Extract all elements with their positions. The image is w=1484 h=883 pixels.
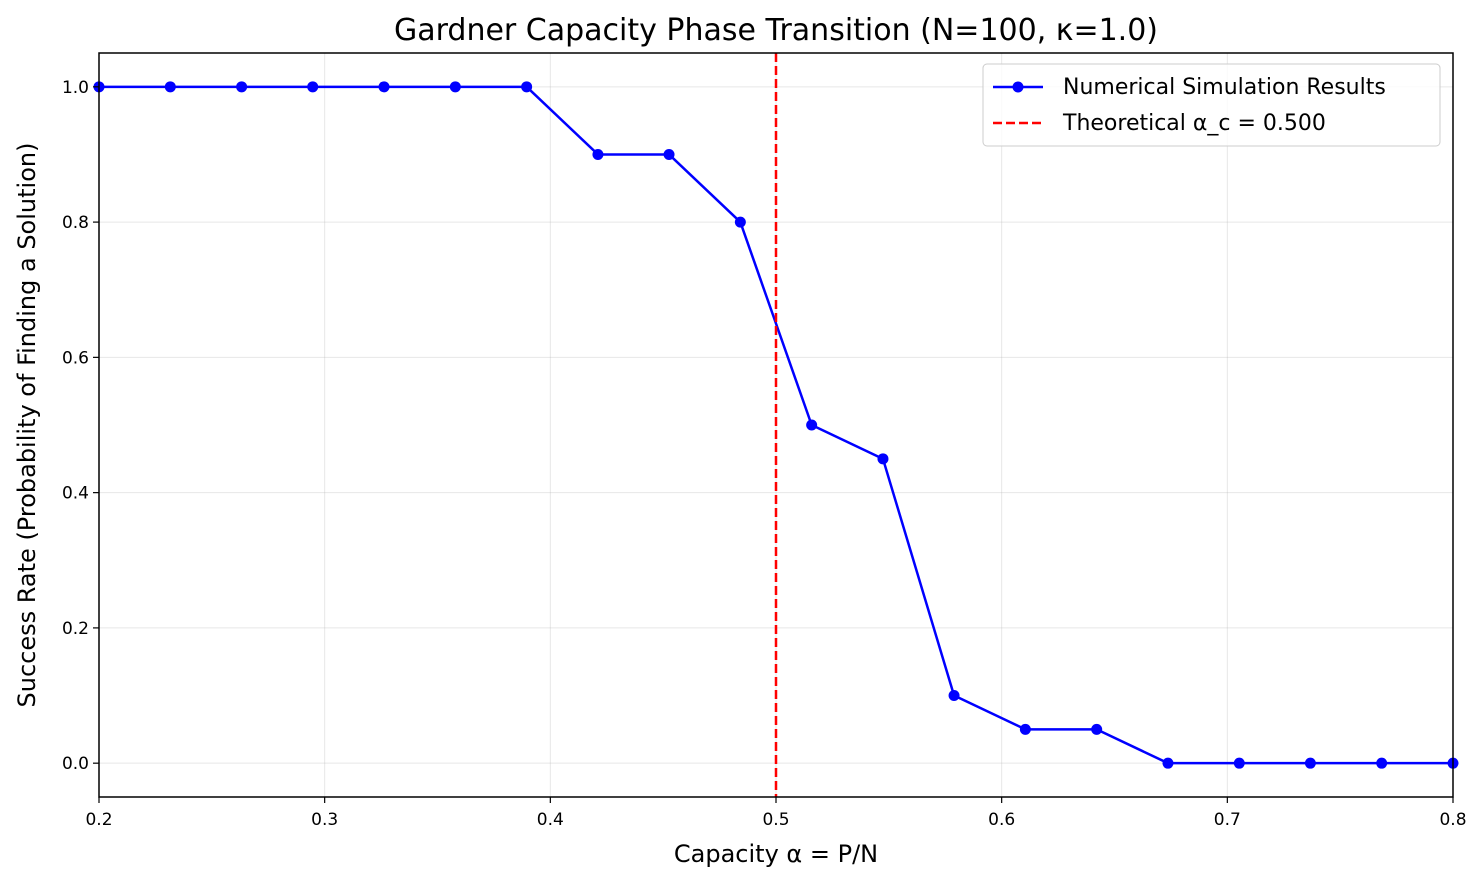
data-point — [236, 81, 248, 93]
data-point — [1376, 757, 1388, 769]
series-layer — [93, 53, 1459, 797]
data-point — [1091, 723, 1103, 735]
y-tick-label: 0.4 — [62, 484, 89, 504]
data-point — [734, 216, 746, 228]
y-tick-label: 0.2 — [62, 619, 89, 639]
x-tick-label: 0.4 — [537, 810, 564, 830]
data-point — [378, 81, 390, 93]
y-tick-label: 1.0 — [62, 78, 89, 98]
x-tick-label: 0.2 — [85, 810, 112, 830]
series-line — [99, 85, 1453, 765]
data-point — [1019, 723, 1031, 735]
x-tick-label: 0.3 — [311, 810, 338, 830]
x-tick-label: 0.5 — [762, 810, 789, 830]
legend-marker-simulation — [1012, 81, 1024, 93]
chart-title: Gardner Capacity Phase Transition (N=100… — [394, 13, 1158, 48]
data-point — [449, 81, 461, 93]
y-axis-ticks: 0.0 0.2 0.4 0.6 0.8 1.0 — [62, 78, 99, 774]
data-point — [592, 148, 604, 160]
x-tick-label: 0.8 — [1439, 810, 1466, 830]
data-point — [1162, 757, 1174, 769]
data-point — [948, 690, 960, 702]
legend-label-theoretical: Theoretical α_c = 0.500 — [1062, 111, 1326, 136]
data-point — [877, 453, 889, 465]
data-point — [806, 419, 818, 431]
legend-label-simulation: Numerical Simulation Results — [1063, 75, 1386, 100]
data-point — [1304, 757, 1316, 769]
x-tick-label: 0.7 — [1214, 810, 1241, 830]
data-point — [1233, 757, 1245, 769]
y-tick-label: 0.6 — [62, 348, 89, 368]
legend-box — [982, 63, 1441, 147]
x-tick-label: 0.6 — [988, 810, 1015, 830]
data-point — [307, 81, 319, 93]
x-axis-label: Capacity α = P/N — [674, 840, 878, 868]
data-point — [663, 148, 675, 160]
y-axis-label: Success Rate (Probability of Finding a S… — [13, 143, 41, 708]
data-point — [521, 81, 533, 93]
y-tick-label: 0.8 — [62, 213, 89, 233]
y-tick-label: 0.0 — [62, 754, 89, 774]
data-point — [164, 81, 176, 93]
x-axis-ticks: 0.2 0.3 0.4 0.5 0.6 0.7 0.8 — [85, 797, 1467, 830]
legend: Numerical Simulation Results Theoretical… — [982, 63, 1441, 147]
